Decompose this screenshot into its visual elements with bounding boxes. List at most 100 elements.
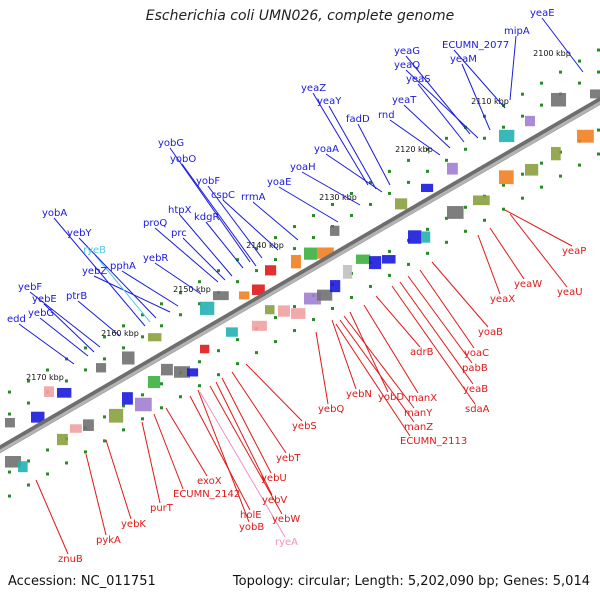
leader-line <box>181 163 257 267</box>
gene-label-yeay[interactable]: yeaY <box>317 96 342 107</box>
gene-label-yeas[interactable]: yeaS <box>406 74 431 85</box>
gene-label-pabb[interactable]: pabB <box>462 363 488 374</box>
gene-label-yebz[interactable]: yebZ <box>82 266 107 277</box>
gene-label-yoaa[interactable]: yoaA <box>314 144 339 155</box>
gene-label-cspc[interactable]: cspC <box>211 190 235 201</box>
gene-label-yobf[interactable]: yobF <box>196 176 220 187</box>
gene-label-yebs[interactable]: yebS <box>292 421 317 432</box>
gene-label-yeae[interactable]: yeaE <box>530 8 555 19</box>
gene-box <box>304 247 317 260</box>
gene-label-prc[interactable]: prc <box>171 228 187 239</box>
gene-box <box>577 129 594 143</box>
gene-label-yoba[interactable]: yobA <box>42 208 67 219</box>
gene-label-yebk[interactable]: yebK <box>121 519 146 530</box>
gene-label-yebf[interactable]: yebF <box>18 282 42 293</box>
gene-label-edd[interactable]: edd <box>7 314 26 325</box>
gene-label-rnd[interactable]: rnd <box>378 110 395 121</box>
gene-label-rrma[interactable]: rrmA <box>241 192 266 203</box>
leader-line <box>541 17 584 73</box>
gene-label-ppha[interactable]: pphA <box>110 261 136 272</box>
tick-mark <box>445 158 448 162</box>
leader-line <box>205 221 244 269</box>
gene-label-sdaa[interactable]: sdaA <box>465 404 490 415</box>
tick-mark <box>388 249 391 253</box>
gene-label-exox[interactable]: exoX <box>197 476 222 487</box>
gene-label-fadd[interactable]: fadD <box>346 114 370 125</box>
tick-mark <box>122 428 125 432</box>
gene-label-yeaq[interactable]: yeaQ <box>394 60 420 71</box>
gene-label-kdgr[interactable]: kdgR <box>194 212 219 223</box>
gene-label-mipa[interactable]: mipA <box>504 26 530 37</box>
gene-label-ecumn-2142[interactable]: ECUMN_2142 <box>173 489 240 500</box>
gene-box <box>317 289 333 301</box>
gene-label-yeau[interactable]: yeaU <box>557 287 583 298</box>
tick-mark <box>464 147 467 151</box>
gene-label-znub[interactable]: znuB <box>58 554 83 565</box>
gene-label-yebu[interactable]: yebU <box>261 473 287 484</box>
gene-label-ecumn-2113[interactable]: ECUMN_2113 <box>400 436 467 447</box>
leader-line <box>357 123 391 186</box>
gene-label-ecumn-2077[interactable]: ECUMN_2077 <box>442 40 509 51</box>
gene-label-yeag[interactable]: yeaG <box>394 46 420 57</box>
gene-label-yeax[interactable]: yeaX <box>490 294 515 305</box>
gene-label-yebq[interactable]: yebQ <box>318 404 344 415</box>
gene-label-manx[interactable]: manX <box>408 393 437 404</box>
gene-label-ryeb[interactable]: ryeB <box>83 245 106 256</box>
gene-label-yoah[interactable]: yoaH <box>290 162 316 173</box>
tick-mark <box>103 357 106 361</box>
gene-box <box>499 129 515 143</box>
gene-label-pyka[interactable]: pykA <box>96 535 121 546</box>
gene-label-yoac[interactable]: yoaC <box>464 348 489 359</box>
tick-mark <box>407 158 410 162</box>
gene-label-yobd[interactable]: yobD <box>378 392 404 403</box>
gene-box <box>44 386 54 397</box>
gene-label-yebe[interactable]: yebE <box>32 294 57 305</box>
gene-label-yeab[interactable]: yeaB <box>463 384 488 395</box>
gene-label-many[interactable]: manY <box>404 408 433 419</box>
gene-label-yeam[interactable]: yeaM <box>450 54 477 65</box>
gene-label-ptrb[interactable]: ptrB <box>66 291 87 302</box>
gene-label-yebn[interactable]: yebN <box>346 389 372 400</box>
tick-mark <box>293 247 296 251</box>
leader-line <box>199 391 286 538</box>
gene-label-yeat[interactable]: yeaT <box>392 95 417 106</box>
gene-box <box>525 163 539 176</box>
gene-label-yebr[interactable]: yebR <box>143 253 168 264</box>
gene-label-yebw[interactable]: yebW <box>272 514 300 525</box>
tick-mark <box>350 213 353 217</box>
gene-label-yeaw[interactable]: yeaW <box>514 279 542 290</box>
gene-label-yobb[interactable]: yobB <box>239 522 264 533</box>
gene-label-yoab[interactable]: yoaB <box>478 327 503 338</box>
gene-label-adrb[interactable]: adrB <box>410 347 434 358</box>
tick-mark <box>293 225 296 229</box>
gene-label-yoae[interactable]: yoaE <box>267 177 291 188</box>
gene-label-yobo[interactable]: yobO <box>170 154 196 165</box>
leader-line <box>39 317 89 357</box>
gene-label-purt[interactable]: purT <box>150 503 174 514</box>
gene-label-proq[interactable]: proQ <box>143 218 167 229</box>
gene-label-yobg[interactable]: yobG <box>158 138 184 149</box>
tick-mark <box>578 163 581 167</box>
gene-label-ryea[interactable]: ryeA <box>275 537 298 548</box>
gene-label-yebg[interactable]: yebG <box>28 308 54 319</box>
gene-label-yebt[interactable]: yebT <box>276 453 301 464</box>
tick-mark <box>198 360 201 364</box>
tick-mark <box>46 448 49 452</box>
gene-label-hole[interactable]: holE <box>240 510 262 521</box>
position-marks: 2100 kbp 2110 kbp 2120 kbp 2130 kbp 2140 kbp… <box>26 49 571 382</box>
gene-label-yeaz[interactable]: yeaZ <box>301 83 326 94</box>
gene-label-manz[interactable]: manZ <box>404 422 433 433</box>
gene-box <box>226 327 238 337</box>
gene-label-yebv[interactable]: yebV <box>262 495 287 506</box>
tick-mark <box>160 382 163 386</box>
tick-mark <box>179 291 182 295</box>
gene-label-htpx[interactable]: htpX <box>168 205 192 216</box>
gene-box <box>161 363 173 376</box>
gene-label-yeby[interactable]: yebY <box>67 228 92 239</box>
leader-line <box>339 319 415 423</box>
tick-mark <box>445 136 448 140</box>
gene-label-yeap[interactable]: yeaP <box>562 246 586 257</box>
tick-mark <box>502 207 505 211</box>
tick-mark <box>369 202 372 206</box>
tick-mark <box>483 218 486 222</box>
